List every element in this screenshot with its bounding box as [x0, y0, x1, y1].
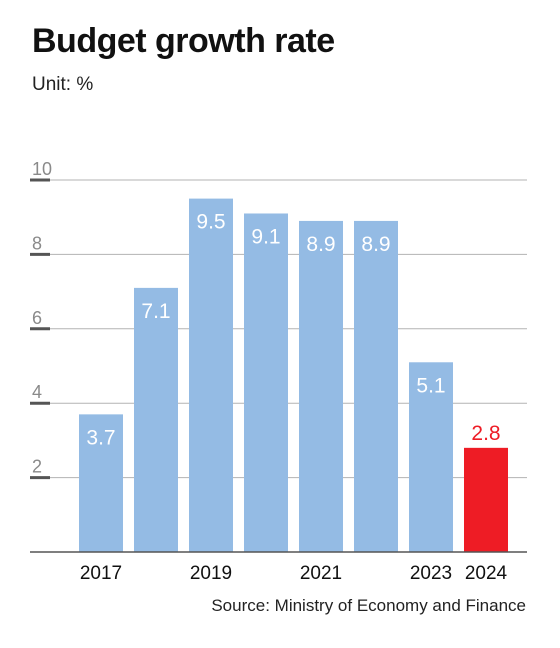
value-label-2021: 8.9 [306, 233, 335, 256]
x-tick-label: 2017 [80, 563, 122, 584]
x-tick-label: 2021 [300, 563, 342, 584]
source-note: Source: Ministry of Economy and Finance [211, 596, 526, 615]
bar-2017 [79, 414, 123, 552]
value-label-2019: 9.5 [196, 211, 225, 234]
value-label-2018: 7.1 [141, 300, 170, 323]
value-label-2020: 9.1 [251, 225, 280, 248]
bar-2024 [464, 447, 508, 552]
y-tick-label: 2 [32, 457, 42, 477]
bar-2019 [189, 198, 233, 552]
x-tick-label: 2024 [465, 563, 508, 584]
x-tick-label: 2023 [410, 563, 452, 584]
bar-2023 [409, 362, 453, 552]
bar-2022 [354, 220, 398, 553]
y-tick-label: 6 [32, 308, 42, 328]
value-label-2023: 5.1 [416, 374, 445, 397]
x-tick-label: 2019 [190, 563, 232, 584]
chart-unit-label: Unit: % [32, 74, 94, 95]
y-tick-label: 10 [32, 159, 52, 179]
y-tick-label: 4 [32, 382, 42, 402]
bars [79, 198, 508, 553]
value-labels: 3.7 7.1 9.5 9.1 8.9 8.9 5.1 2.8 [86, 211, 500, 450]
value-label-2022: 8.9 [361, 233, 390, 256]
value-label-2017: 3.7 [86, 426, 115, 449]
axes: 2 4 6 8 10 2017 2019 2021 2023 2024 [30, 159, 527, 584]
chart-title: Budget growth rate [32, 22, 335, 60]
value-label-2024: 2.8 [471, 422, 500, 445]
y-tick-label: 8 [32, 233, 42, 253]
bar-2020 [244, 213, 288, 553]
bar-2018 [134, 287, 178, 552]
bar-2021 [299, 220, 343, 553]
